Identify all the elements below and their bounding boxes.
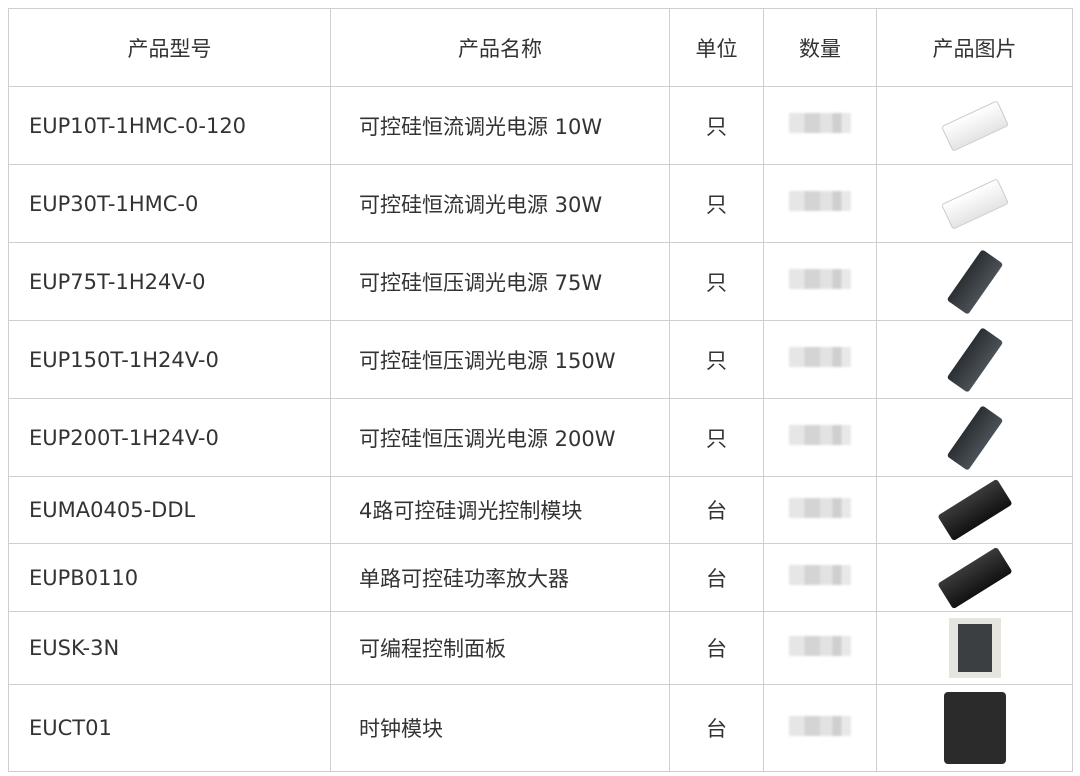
blurred-quantity [789,191,851,211]
model-cell: EUSK-3N [8,611,331,685]
quantity-cell [763,476,877,544]
header-quantity: 数量 [763,8,877,87]
model-cell: EUP150T-1H24V-0 [8,320,331,399]
model-cell: EUP200T-1H24V-0 [8,398,331,477]
product-image-control-panel [948,618,1001,678]
product-image-white-driver [940,99,1009,152]
table-row: EUP30T-1HMC-0 可控硅恒流调光电源 30W 只 [8,164,1073,243]
image-cell [876,476,1073,544]
table-row: EUP10T-1HMC-0-120 可控硅恒流调光电源 10W 只 [8,86,1073,165]
header-row: 产品型号 产品名称 单位 数量 产品图片 [8,8,1073,87]
model-cell: EUP75T-1H24V-0 [8,242,331,321]
unit-cell: 台 [669,476,764,544]
quantity-cell [763,242,877,321]
image-cell [876,164,1073,243]
product-name-cell: 时钟模块 [330,684,670,772]
product-image-dark-driver [946,326,1003,393]
model-cell: EUCT01 [8,684,331,772]
unit-cell: 只 [669,242,764,321]
blurred-quantity [789,715,851,736]
unit-cell: 只 [669,164,764,243]
image-cell [876,242,1073,321]
model-cell: EUP10T-1HMC-0-120 [8,86,331,165]
blurred-quantity [789,565,851,585]
image-cell [876,684,1073,772]
product-name-cell: 可控硅恒压调光电源 200W [330,398,670,477]
product-image-black-module [936,546,1013,609]
image-cell [876,320,1073,399]
product-image-white-driver [940,177,1009,230]
table-row: EUCT01 时钟模块 台 [8,684,1073,772]
quantity-cell [763,164,877,243]
table-row: EUMA0405-DDL 4路可控硅调光控制模块 台 [8,476,1073,544]
model-cell: EUPB0110 [8,543,331,612]
quantity-cell [763,611,877,685]
product-image-dark-driver [946,404,1003,471]
quantity-cell [763,86,877,165]
product-name-cell: 可控硅恒流调光电源 10W [330,86,670,165]
blurred-quantity [789,425,851,445]
unit-cell: 台 [669,684,764,772]
product-image-clock-module [943,692,1006,764]
product-name-cell: 可控硅恒流调光电源 30W [330,164,670,243]
table-row: EUSK-3N 可编程控制面板 台 [8,611,1073,685]
image-cell [876,543,1073,612]
image-cell [876,398,1073,477]
header-image: 产品图片 [876,8,1073,87]
header-name: 产品名称 [330,8,670,87]
model-cell: EUMA0405-DDL [8,476,331,544]
image-cell [876,86,1073,165]
unit-cell: 只 [669,86,764,165]
quantity-cell [763,320,877,399]
quantity-cell [763,684,877,772]
unit-cell: 只 [669,320,764,399]
table-row: EUP75T-1H24V-0 可控硅恒压调光电源 75W 只 [8,242,1073,321]
table-row: EUP200T-1H24V-0 可控硅恒压调光电源 200W 只 [8,398,1073,477]
header-model: 产品型号 [8,8,331,87]
unit-cell: 台 [669,543,764,612]
quantity-cell [763,398,877,477]
blurred-quantity [789,635,851,656]
unit-cell: 只 [669,398,764,477]
blurred-quantity [789,497,851,518]
product-name-cell: 可编程控制面板 [330,611,670,685]
unit-cell: 台 [669,611,764,685]
product-name-cell: 4路可控硅调光控制模块 [330,476,670,544]
table-row: EUP150T-1H24V-0 可控硅恒压调光电源 150W 只 [8,320,1073,399]
product-name-cell: 单路可控硅功率放大器 [330,543,670,612]
blurred-quantity [789,269,851,289]
product-name-cell: 可控硅恒压调光电源 150W [330,320,670,399]
blurred-quantity [789,113,851,133]
model-cell: EUP30T-1HMC-0 [8,164,331,243]
product-table: 产品型号 产品名称 单位 数量 产品图片 EUP10T-1HMC-0-120 可… [8,8,1073,772]
table-row: EUPB0110 单路可控硅功率放大器 台 [8,543,1073,612]
header-unit: 单位 [669,8,764,87]
blurred-quantity [789,347,851,367]
product-name-cell: 可控硅恒压调光电源 75W [330,242,670,321]
product-image-dark-driver [946,248,1003,315]
image-cell [876,611,1073,685]
product-image-black-module [936,478,1013,542]
quantity-cell [763,543,877,612]
